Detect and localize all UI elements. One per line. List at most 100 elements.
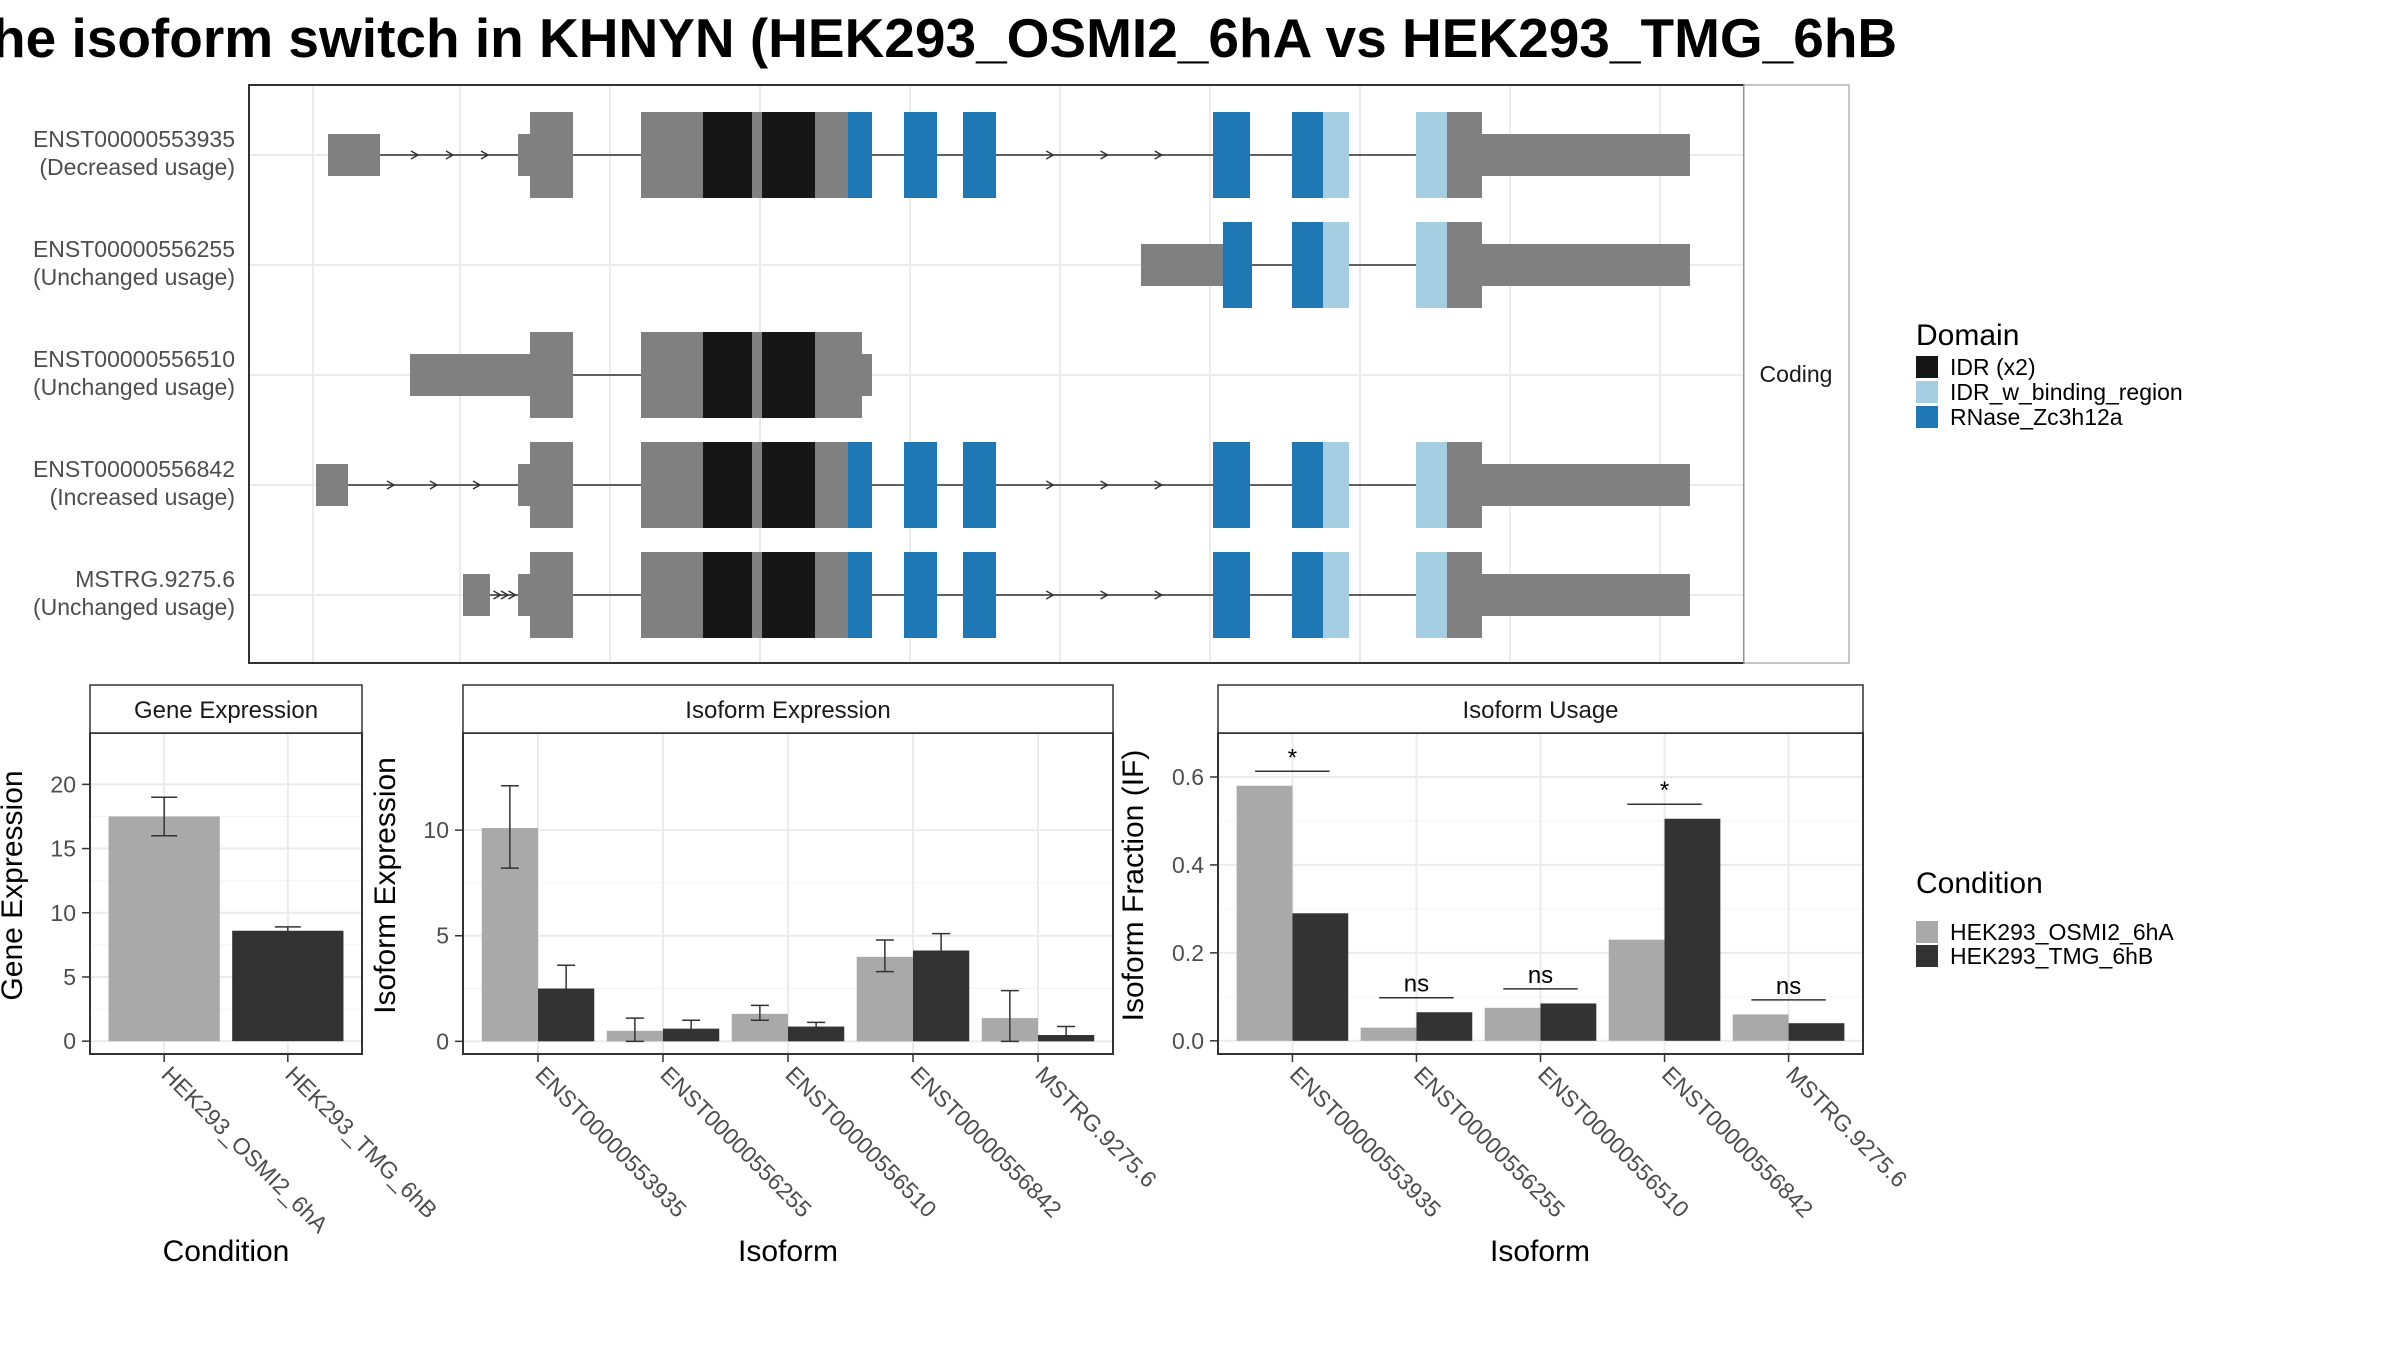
domain-legend-items: IDR (x2)IDR_w_binding_regionRNase_Zc3h12… [1916,354,2183,430]
exon [815,332,862,418]
strand-arrow [493,590,503,600]
strand-arrow [1045,590,1055,600]
bar [1608,939,1665,1041]
y-tick-label: 0.6 [1172,764,1204,790]
rnase-domain [963,442,996,528]
exon [1447,442,1482,528]
rnase-domain [904,112,937,198]
idr-domain [703,442,752,528]
exon [815,552,848,638]
strand-arrow [1100,480,1110,490]
domain-legend-title: Domain [1916,319,2019,352]
rnase-domain [1292,442,1323,528]
strand-arrow [1154,150,1164,160]
rnase-domain [1292,222,1323,308]
idr-domain [703,552,752,638]
idr-binding-domain [1416,442,1447,528]
exon [641,332,703,418]
transcript-usage-label: (Unchanged usage) [33,594,235,620]
idr-domain [762,552,815,638]
exon [815,442,848,528]
bar [1540,1003,1597,1041]
strand-arrow [445,150,455,160]
exon [530,112,573,198]
rnase-domain [848,552,872,638]
exon [641,112,703,198]
exon [641,552,703,638]
transcript-usage-label: (Increased usage) [50,484,235,510]
idr-domain [762,442,815,528]
rnase-domain [848,442,872,528]
domain-legend-label: RNase_Zc3h12a [1950,404,2123,430]
exon [518,464,530,506]
exon [752,442,762,528]
significance-label: ns [1404,971,1429,998]
bar [1664,818,1721,1041]
facet-strip-label: Coding [1760,361,1833,387]
bar [108,816,220,1042]
transcript-model [316,442,1690,528]
y-axis-title: Isoform Expression [369,757,402,1014]
transcript-model [463,552,1690,638]
transcript-usage-label: (Decreased usage) [39,154,235,180]
exon [752,332,762,418]
bar [1788,1023,1845,1041]
exon [641,442,703,528]
transcript-model [328,112,1690,198]
idr-binding-domain [1323,222,1349,308]
exon [1482,464,1690,506]
idr-binding-domain [1416,552,1447,638]
domain-legend-swatch [1916,381,1938,403]
exon [328,134,380,176]
domain-legend-swatch [1916,406,1938,428]
condition-legend-swatch [1916,945,1938,967]
panel-strip-title: Gene Expression [134,697,318,724]
transcript-usage-label: (Unchanged usage) [33,374,235,400]
y-tick-label: 0 [63,1028,76,1054]
y-tick-label: 0.0 [1172,1028,1204,1054]
exon [1447,222,1482,308]
domain-legend: Domain IDR (x2)IDR_w_binding_regionRNase… [1916,319,2183,430]
panel-strip [462,684,1114,734]
rnase-domain [963,552,996,638]
facet-strip [1743,84,1850,664]
bar [788,1026,845,1042]
condition-legend-label: HEK293_TMG_6hB [1950,943,2153,969]
transcript-structures [316,112,1690,638]
significance-label: * [1660,777,1669,804]
figure-title: he isoform switch in KHNYN (HEK293_OSMI2… [0,7,1897,69]
y-tick-label: 5 [436,923,449,949]
significance-label: ns [1528,962,1553,989]
exon [752,112,762,198]
transcript-model [410,332,872,418]
domain-legend-label: IDR (x2) [1950,354,2036,380]
strand-arrow [1045,150,1055,160]
bar [1292,913,1349,1041]
y-tick-label: 15 [50,836,76,862]
y-tick-label: 10 [423,817,449,843]
rnase-domain [1292,112,1323,198]
transcript-id-label: ENST00000556510 [33,346,235,372]
exon [1447,552,1482,638]
rnase-domain [1223,222,1252,308]
rnase-domain [1213,112,1250,198]
exon [1482,574,1690,616]
condition-legend-swatch [1916,921,1938,943]
domain-legend-swatch [1916,356,1938,378]
x-tick-label: MSTRG.9275.6 [1781,1061,1912,1192]
panel-strip [1217,684,1864,734]
isoform-expression-chart: Isoform Expression0510ENST00000553935ENS… [369,684,1162,1268]
y-tick-label: 0.4 [1172,852,1204,878]
rnase-domain [1213,442,1250,528]
panel-strip-title: Isoform Expression [685,697,890,724]
exon [518,134,530,176]
panel-strip [89,684,363,734]
transcript-id-label: MSTRG.9275.6 [75,566,235,592]
strand-arrow [1100,590,1110,600]
y-tick-label: 20 [50,771,76,797]
idr-binding-domain [1416,222,1447,308]
condition-legend-label: HEK293_OSMI2_6hA [1950,919,2174,945]
significance-label: * [1288,744,1297,771]
